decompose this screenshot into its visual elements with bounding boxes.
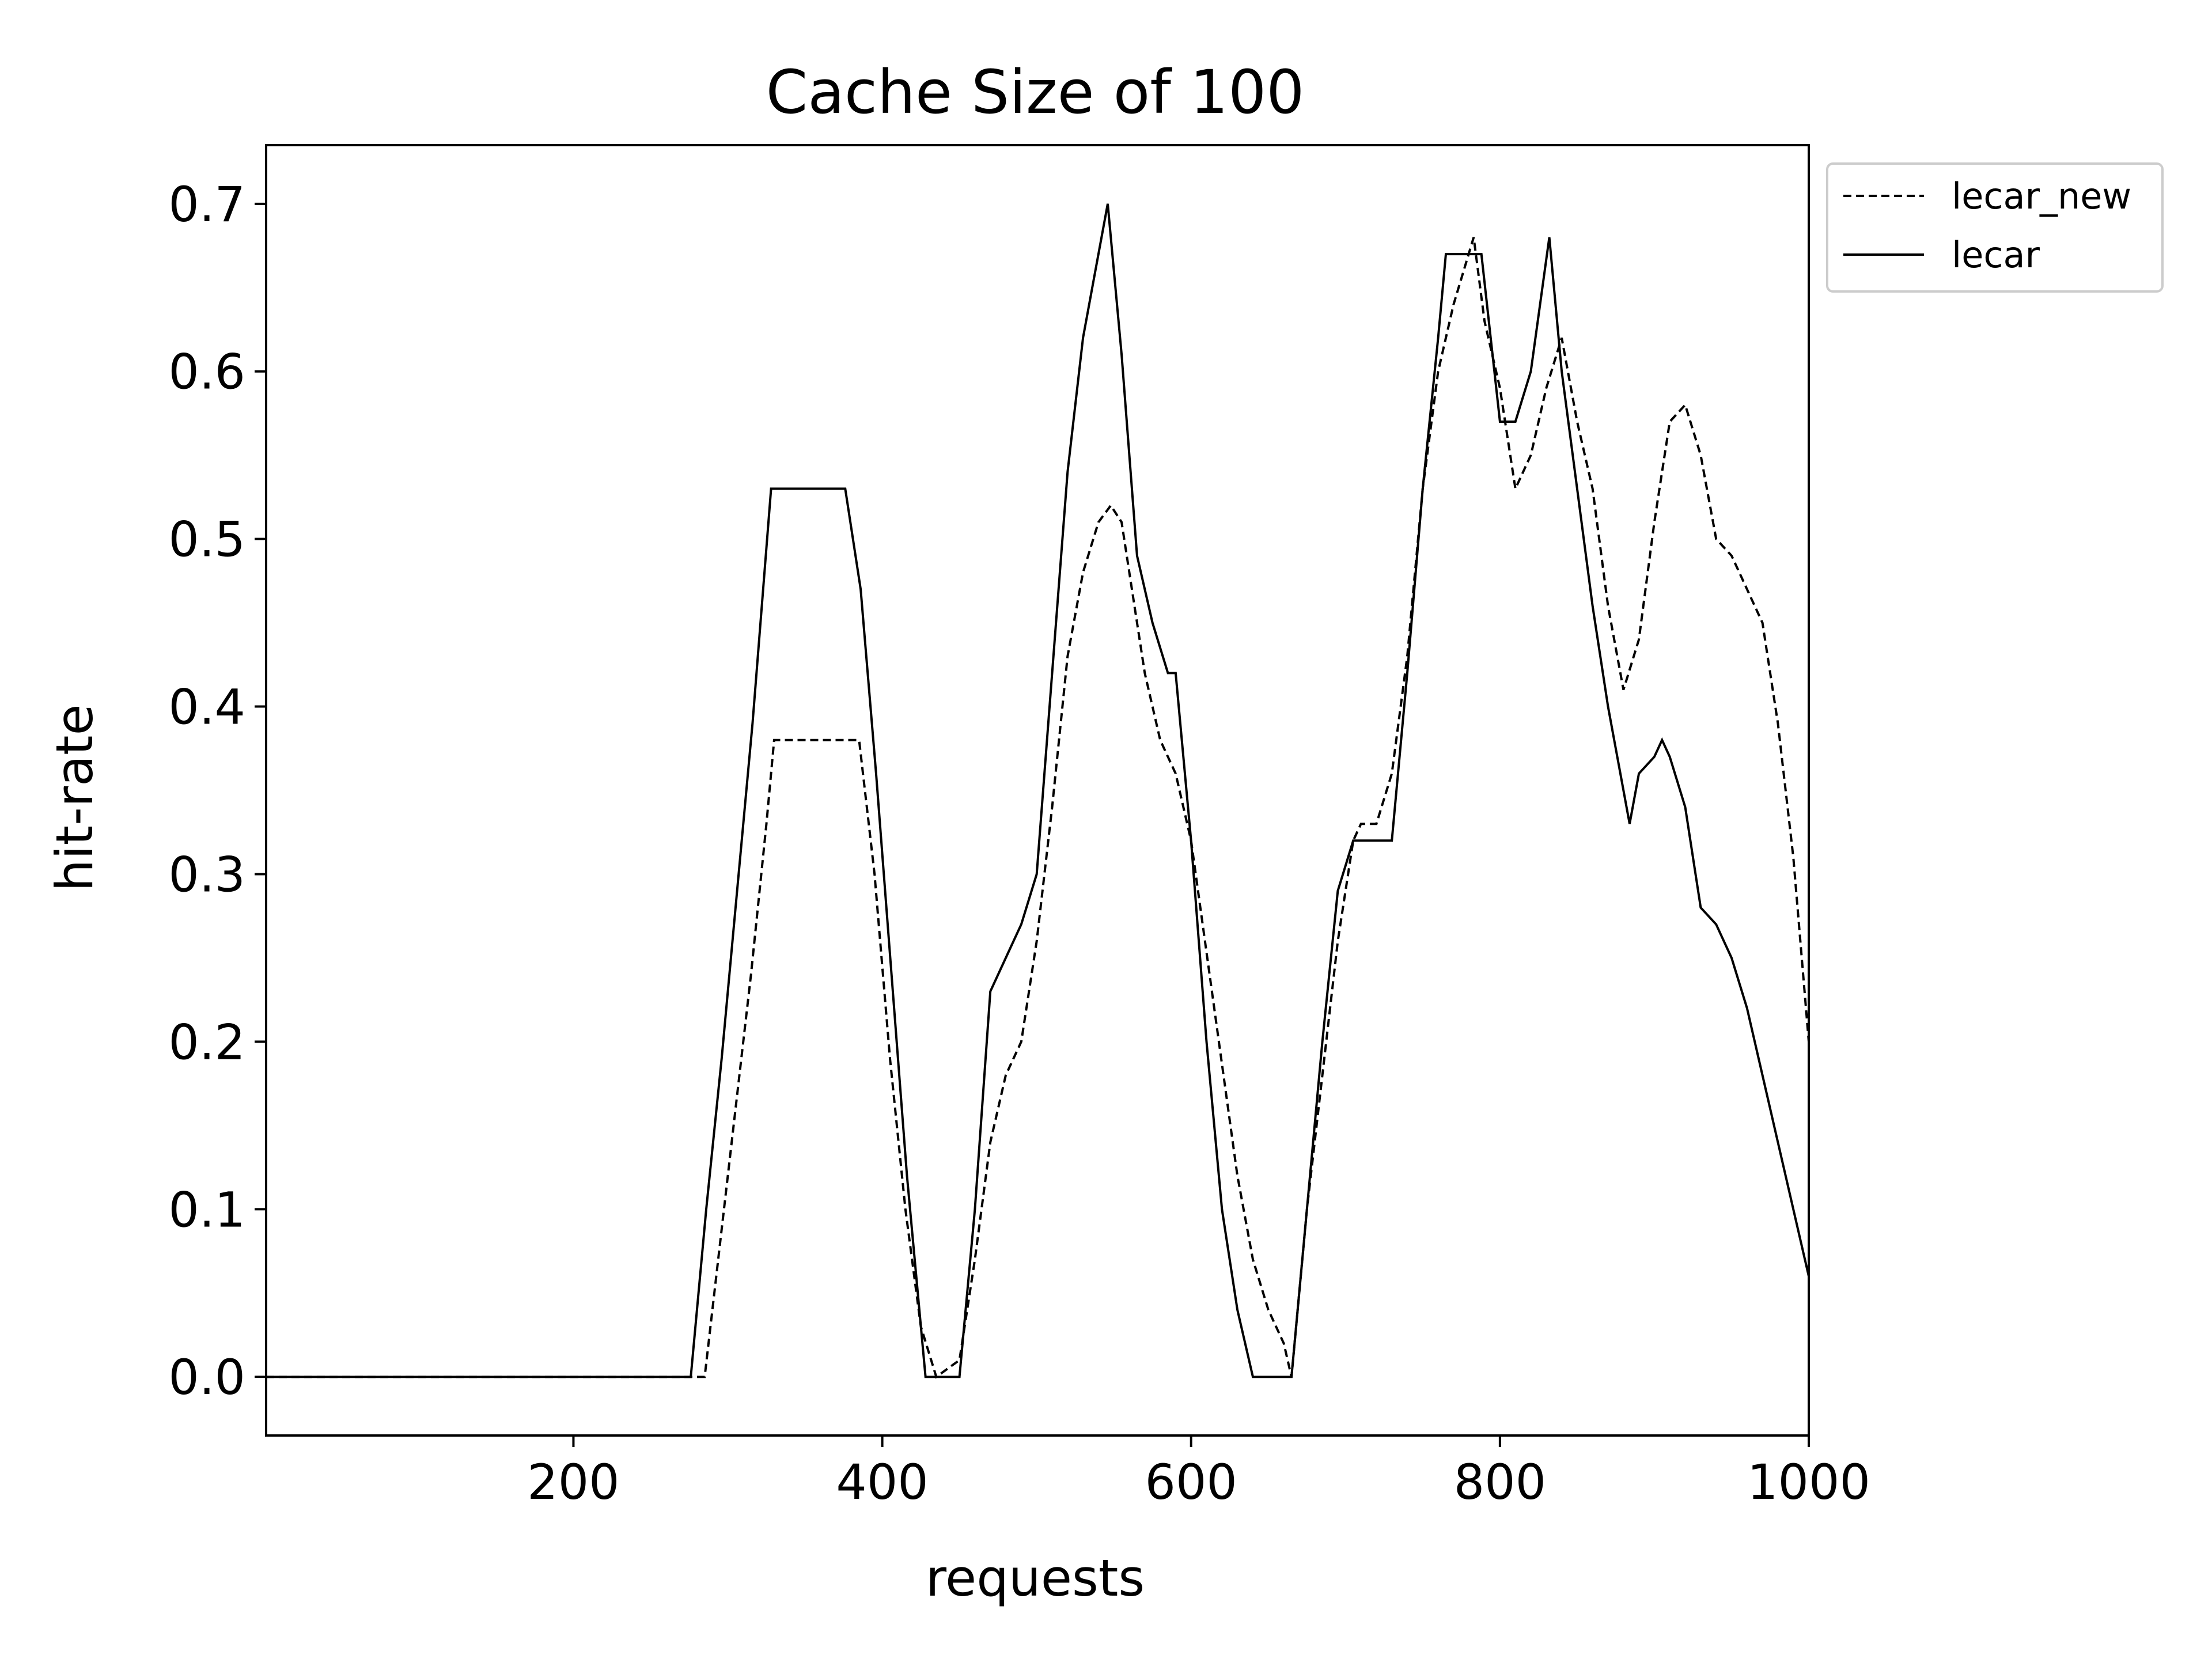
y-tick-label: 0.0 — [168, 1349, 245, 1406]
chart-title: Cache Size of 100 — [766, 57, 1305, 127]
plot-frame — [265, 144, 1810, 1437]
y-tick-label: 0.7 — [168, 176, 245, 233]
legend: lecar_new lecar — [1826, 162, 2164, 293]
x-tick-label: 200 — [527, 1454, 619, 1510]
x-tick-label: 1000 — [1747, 1454, 1870, 1510]
y-axis-label: hit-rate — [45, 704, 104, 891]
x-axis-label: requests — [926, 1548, 1145, 1608]
y-tick-label: 0.4 — [168, 679, 245, 736]
x-tick-label: 800 — [1454, 1454, 1546, 1510]
y-tick-label: 0.3 — [168, 846, 245, 903]
y-tick-label: 0.5 — [168, 512, 245, 568]
x-tick-label: 400 — [836, 1454, 928, 1510]
x-tick-label: 600 — [1145, 1454, 1237, 1510]
series-line-lecar-new — [266, 237, 1810, 1379]
y-tick-label: 0.1 — [168, 1181, 245, 1238]
y-tick-label: 0.2 — [168, 1014, 245, 1070]
y-tick-label: 0.6 — [168, 344, 245, 400]
tick-layer: 200 400 600 800 1000 0.0 0.1 0.2 0.3 0.4 0.5 0.6 0.7 — [168, 176, 1870, 1510]
series-line-lecar — [266, 203, 1810, 1378]
series-layer — [266, 203, 1810, 1379]
legend-label-lecar-new: lecar_new — [1952, 175, 2131, 217]
legend-label-lecar: lecar — [1952, 234, 2040, 276]
